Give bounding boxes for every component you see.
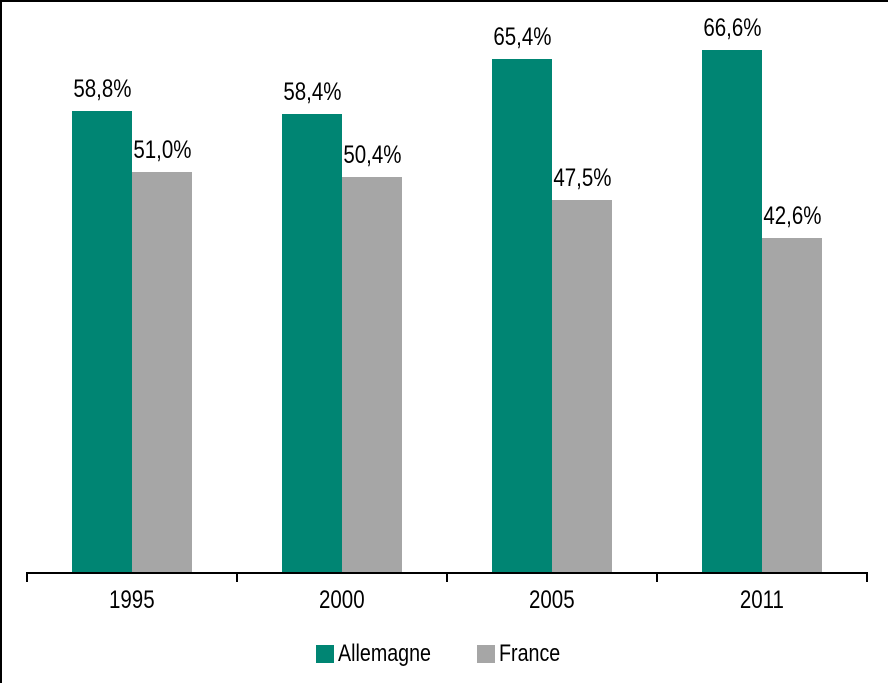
bar-allemagne-2011: [702, 50, 762, 572]
x-axis-tick: [866, 573, 869, 582]
data-label-text: 58,4%: [282, 78, 342, 106]
legend-item-allemagne: Allemagne: [315, 640, 451, 667]
category-label-text: 2011: [740, 586, 785, 614]
bar-france-2011: [762, 238, 822, 572]
data-label-allemagne-2000: 58,4%: [252, 80, 372, 105]
category-label-2005: 2005: [447, 588, 657, 613]
legend: Allemagne France: [2, 641, 888, 667]
data-label-text: 50,4%: [342, 141, 402, 169]
data-label-allemagne-1995: 58,8%: [42, 77, 162, 102]
category-label-1995: 1995: [27, 588, 237, 613]
data-label-france-1995: 51,0%: [102, 138, 222, 163]
data-label-france-2011: 42,6%: [732, 204, 852, 229]
category-label-2000: 2000: [237, 588, 447, 613]
x-axis-tick: [656, 573, 659, 582]
x-axis-tick: [26, 573, 28, 582]
data-label-text: 42,6%: [762, 202, 822, 230]
category-label-text: 2005: [529, 586, 576, 614]
data-label-france-2005: 47,5%: [522, 166, 642, 191]
data-label-text: 65,4%: [492, 23, 552, 51]
category-label-text: 1995: [109, 586, 155, 614]
data-label-text: 47,5%: [552, 164, 612, 192]
bar-allemagne-2000: [282, 114, 342, 572]
bar-france-2005: [552, 200, 612, 572]
legend-label-allemagne: Allemagne: [337, 640, 431, 667]
data-label-allemagne-2011: 66,6%: [672, 16, 792, 41]
data-label-text: 51,0%: [132, 136, 192, 164]
x-axis-tick: [236, 573, 239, 582]
data-label-text: 58,8%: [72, 75, 132, 103]
category-label-text: 2000: [319, 586, 365, 614]
x-axis-tick: [446, 573, 449, 582]
data-label-text: 66,6%: [702, 14, 762, 42]
bar-allemagne-1995: [72, 111, 132, 572]
legend-swatch-allemagne: [315, 645, 334, 663]
legend-swatch-france: [477, 645, 496, 663]
legend-item-france: France: [477, 642, 574, 666]
data-label-allemagne-2005: 65,4%: [462, 25, 582, 50]
bar-allemagne-2005: [492, 59, 552, 572]
category-label-2011: 2011: [657, 588, 867, 613]
bar-france-2000: [342, 177, 402, 572]
bar-france-1995: [132, 172, 192, 572]
legend-label-france: France: [499, 640, 561, 667]
data-label-france-2000: 50,4%: [312, 143, 432, 168]
